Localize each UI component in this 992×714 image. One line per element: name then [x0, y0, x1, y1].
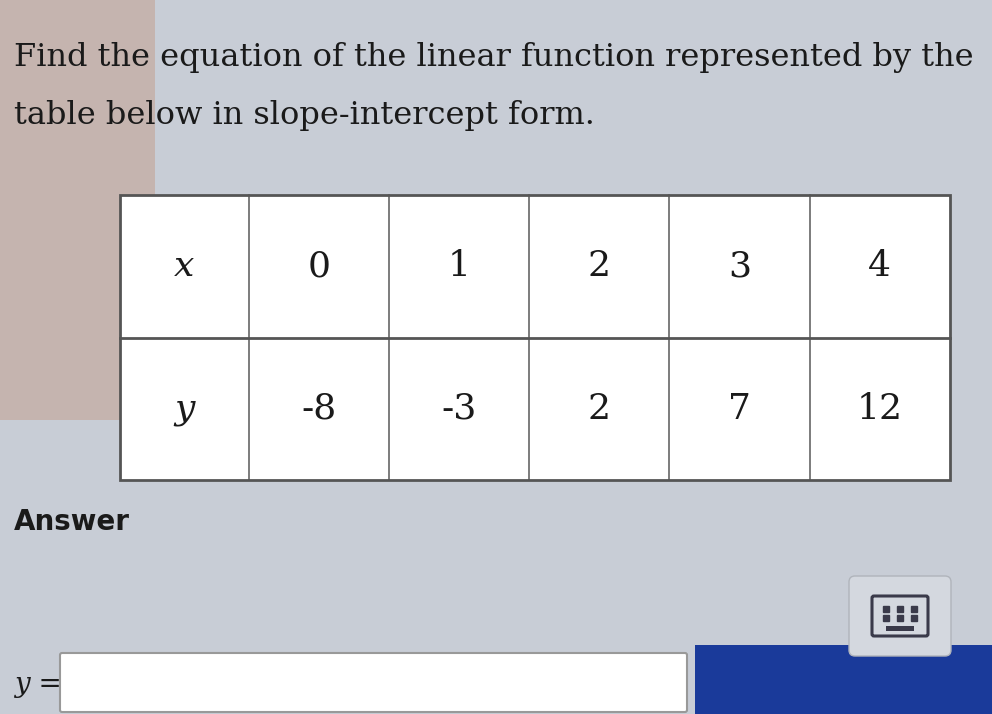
Text: Answer: Answer	[14, 508, 130, 536]
Text: y =: y =	[14, 671, 62, 698]
FancyBboxPatch shape	[60, 653, 687, 712]
Text: y: y	[175, 392, 194, 426]
Text: 3: 3	[728, 249, 751, 283]
Text: 12: 12	[857, 392, 903, 426]
Text: table below in slope-intercept form.: table below in slope-intercept form.	[14, 100, 595, 131]
FancyBboxPatch shape	[849, 576, 951, 656]
Bar	[0, 0, 155, 420]
Text: -3: -3	[441, 392, 477, 426]
Text: 1: 1	[447, 249, 470, 283]
Bar	[120, 195, 950, 480]
Text: 2: 2	[588, 392, 611, 426]
Bar	[120, 195, 950, 480]
Text: -8: -8	[302, 392, 336, 426]
Text: 4: 4	[868, 249, 892, 283]
Text: x: x	[175, 249, 194, 283]
Bar	[695, 645, 992, 714]
Text: 2: 2	[588, 249, 611, 283]
Text: 0: 0	[308, 249, 330, 283]
Text: Find the equation of the linear function represented by the: Find the equation of the linear function…	[14, 42, 973, 73]
Text: 7: 7	[728, 392, 751, 426]
Bar	[886, 626, 914, 631]
